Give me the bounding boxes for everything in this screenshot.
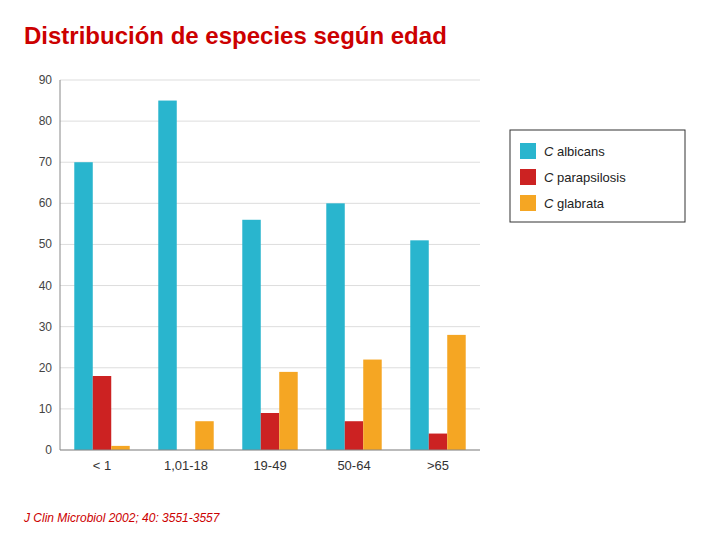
grid-line [60,203,480,204]
x-tick-label: 50-64 [337,458,370,473]
bar [429,434,447,450]
bar [410,240,428,450]
bar [363,360,381,450]
legend-label: C parapsilosis [544,170,626,185]
bars [74,101,465,450]
bar [447,335,465,450]
y-tick-label: 10 [39,402,53,416]
y-axis-line [60,80,61,450]
bar [261,413,279,450]
y-tick-label: 20 [39,361,53,375]
y-tick-label: 50 [39,237,53,251]
legend-swatch [520,169,536,185]
x-tick-label: >65 [427,458,449,473]
legend: C albicans C parapsilosis C glabrata [510,130,685,222]
bar [111,446,129,450]
subtitle: J Clin Microbiol 2002; 40: 3551-3557 [23,511,221,525]
legend-label: C glabrata [544,196,605,211]
bar [279,372,297,450]
x-axis-line [60,450,480,451]
bar [242,220,260,450]
x-tick-label: < 1 [93,458,111,473]
y-tick-label: 40 [39,279,53,293]
legend-frame [510,130,685,222]
y-tick-label: 30 [39,320,53,334]
y-tick-label: 90 [39,73,53,87]
grid-line [60,121,480,122]
grid-line [60,80,480,81]
legend-swatch [520,195,536,211]
y-tick-label: 60 [39,196,53,210]
title: Distribución de especies según edad [24,22,447,49]
bar [345,421,363,450]
bar [195,421,213,450]
grid-line [60,450,480,451]
x-tick-label: 19-49 [253,458,286,473]
chart-svg: Distribución de especies según edad J Cli… [0,0,720,540]
bar [74,162,92,450]
bar [158,101,176,450]
y-tick-label: 70 [39,155,53,169]
legend-label: C albicans [544,144,605,159]
grid-line [60,162,480,163]
x-tick-label: 1,01-18 [164,458,208,473]
y-grid [60,80,480,450]
bar [326,203,344,450]
legend-swatch [520,143,536,159]
chart-container: Distribución de especies según edad J Cli… [0,0,720,540]
y-tick-label: 80 [39,114,53,128]
bar [93,376,111,450]
y-tick-label: 0 [45,443,52,457]
